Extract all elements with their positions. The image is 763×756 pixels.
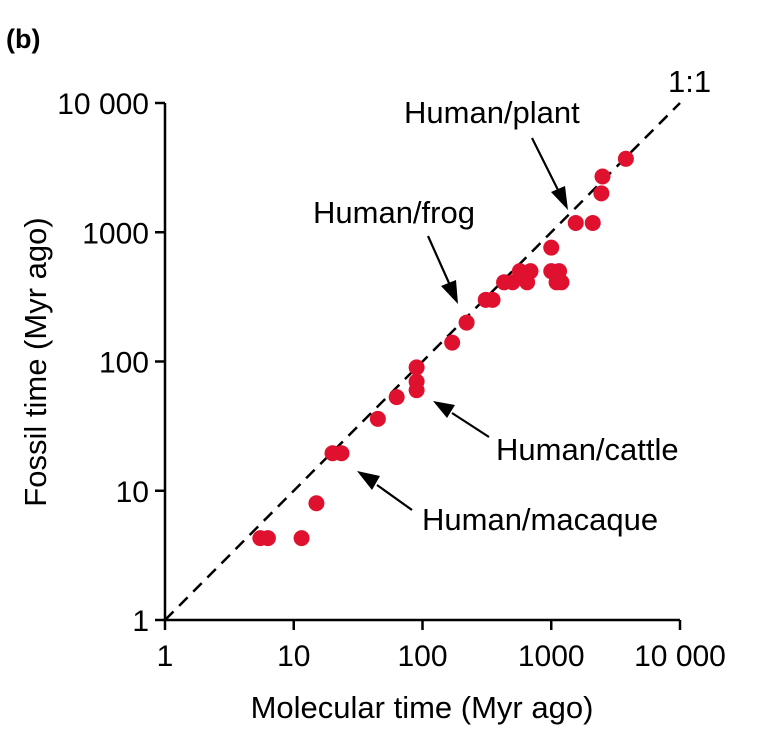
data-point (408, 359, 425, 376)
data-point (593, 185, 610, 202)
one-to-one-line (164, 102, 681, 621)
annotation-human-frog: Human/frog (313, 195, 475, 230)
annotations: Human/plant Human/frog Human/cattle Huma… (313, 95, 679, 537)
x-tick-label: 1000 (518, 640, 585, 673)
x-tick-label: 1 (157, 640, 174, 673)
data-point (584, 214, 601, 231)
ticks: 1 10 100 1000 10 000 1 10 100 1000 10 000 (57, 88, 726, 673)
data-points (252, 150, 634, 547)
data-point (567, 214, 584, 231)
arrow-human-frog (426, 235, 451, 284)
data-point (444, 334, 461, 351)
data-point (293, 530, 310, 547)
data-point (617, 150, 634, 167)
arrowhead-human-macaque (357, 471, 380, 490)
data-point (408, 373, 425, 390)
data-point (308, 495, 325, 512)
annotation-human-macaque: Human/macaque (422, 502, 658, 537)
y-axis-label: Fossil time (Myr ago) (18, 217, 53, 506)
x-tick-label: 10 (277, 640, 310, 673)
arrowhead-human-cattle (433, 401, 455, 418)
data-point (553, 274, 570, 291)
x-tick-label: 100 (397, 640, 447, 673)
data-point (388, 389, 405, 406)
data-point (369, 410, 386, 427)
data-point (594, 168, 611, 185)
x-axis-label: Molecular time (Myr ago) (251, 690, 594, 725)
annotation-human-cattle: Human/cattle (496, 432, 679, 467)
arrow-human-macaque (376, 484, 413, 511)
arrow-human-cattle (451, 412, 490, 438)
data-point (484, 291, 501, 308)
reference-line-group: 1:1 (164, 64, 711, 621)
one-to-one-label: 1:1 (668, 64, 711, 99)
y-tick-label: 1000 (82, 217, 149, 250)
data-point (522, 263, 539, 280)
x-tick-label: 10 000 (634, 640, 726, 673)
annotation-human-plant: Human/plant (404, 95, 580, 130)
arrow-human-plant (531, 137, 559, 191)
data-point (259, 530, 276, 547)
y-tick-label: 10 (116, 476, 149, 509)
arrowhead-human-frog (441, 280, 458, 304)
data-point (543, 239, 560, 256)
y-tick-label: 10 000 (57, 88, 149, 121)
data-point (458, 314, 475, 331)
y-tick-label: 100 (99, 347, 149, 380)
data-point (333, 445, 350, 462)
arrowhead-human-plant (551, 186, 568, 210)
y-tick-label: 1 (132, 605, 149, 638)
panel-label: (b) (6, 24, 40, 54)
